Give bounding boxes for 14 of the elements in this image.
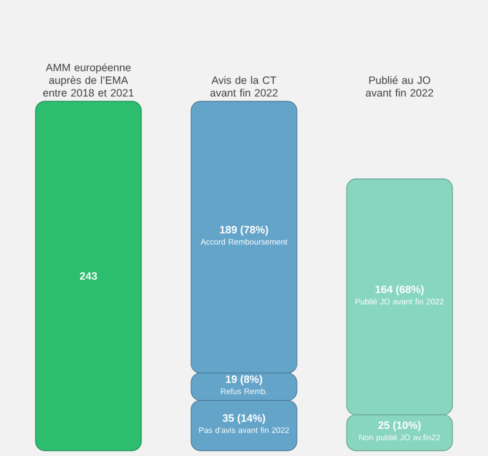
data-label: 19 (8%) xyxy=(226,375,262,386)
annotation: Publié JO avant fin 2022 xyxy=(356,298,444,304)
data-label: 189 (78%) xyxy=(220,226,268,236)
data-label: 164 (68%) xyxy=(376,285,424,296)
data-label: 243 xyxy=(80,272,97,280)
annotation: Non publié JO av.fin22 xyxy=(359,434,440,442)
annotation: Refus Remb. xyxy=(221,388,267,394)
annotation: Accord Remboursement xyxy=(200,238,288,245)
annotation: Pas d’avis avant fin 2022 xyxy=(199,427,289,433)
x-tick-label: Avis de la CT avant fin 2022 xyxy=(210,76,278,97)
data-label: 25 (10%) xyxy=(378,421,421,432)
data-label: 35 (14%) xyxy=(222,414,266,424)
x-tick-label: Publié au JO avant fin 2022 xyxy=(366,76,434,97)
x-tick-label: AMM européenne auprès de l’EMA entre 2018 et 2021 xyxy=(43,63,134,97)
